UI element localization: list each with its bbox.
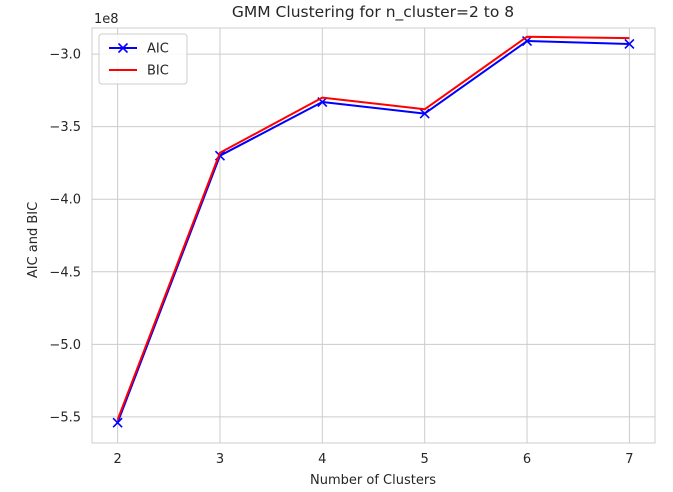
x-tick-label: 5 xyxy=(421,452,429,467)
data-point-aic xyxy=(419,108,430,119)
x-tick-labels: 2 3 4 5 6 7 xyxy=(113,452,633,467)
x-tick-label: 7 xyxy=(625,452,633,467)
plot-area xyxy=(91,27,656,444)
legend: AIC BIC xyxy=(98,33,188,85)
y-tick-label: −5.5 xyxy=(49,410,81,425)
x-axis-title: Number of Clusters xyxy=(310,473,436,488)
data-point-aic xyxy=(112,417,123,428)
y-tick-label: −3.5 xyxy=(49,120,81,135)
x-tick-label: 6 xyxy=(523,452,531,467)
x-tick-label: 4 xyxy=(318,452,326,467)
y-tick-label: −5.0 xyxy=(49,338,81,353)
y-tick-label: −3.0 xyxy=(49,48,81,63)
y-axis-title: AIC and BIC xyxy=(26,202,41,278)
x-tick-label: 2 xyxy=(113,452,121,467)
data-point-aic xyxy=(624,38,635,50)
series-layer xyxy=(112,35,635,428)
series-line-bic xyxy=(116,35,630,421)
y-tick-label: −4.5 xyxy=(49,265,81,280)
legend-marker-aic xyxy=(117,42,129,54)
legend-label-bic: BIC xyxy=(147,64,169,79)
series-line-aic xyxy=(116,40,630,424)
legend-box xyxy=(98,33,188,85)
y-tick-label: −4.0 xyxy=(49,193,81,208)
y-tick-labels: −5.5 −5.0 −4.5 −4.0 −3.5 −3.0 xyxy=(49,48,81,426)
chart-title: GMM Clustering for n_cluster=2 to 8 xyxy=(232,3,514,22)
x-tick-label: 3 xyxy=(216,452,224,467)
y-offset-label: 1e8 xyxy=(94,12,119,27)
legend-label-aic: AIC xyxy=(147,42,169,57)
